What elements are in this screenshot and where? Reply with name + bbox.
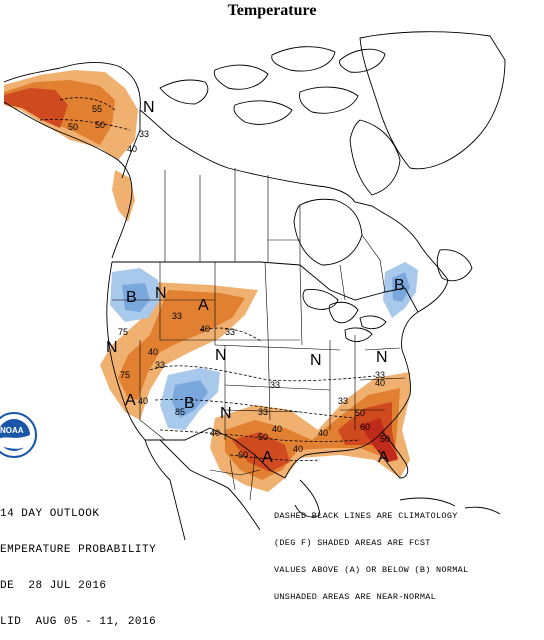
caption-line: DE 28 JUL 2016 [0,580,107,592]
contour-label: 40 [318,428,328,438]
label-midwest-n: N [310,352,322,369]
contour-label: 40 [138,396,148,406]
label-southwest-b: B [184,395,195,412]
noaa-logo: NOAA [0,412,37,458]
southwest-below-mid [172,380,208,418]
contour-label: 60 [238,450,248,460]
contour-label: 75 [118,327,128,337]
climatology-lines [39,97,376,461]
newengland-below-mid [392,272,410,302]
contour-label: 40 [200,324,210,334]
legend-line: (DEG F) SHADED AREAS ARE FCST [274,538,431,548]
south-above-high [232,432,290,472]
contour-label: 60 [360,422,370,432]
legend-line: DASHED BLACK LINES ARE CLIMATOLOGY [274,511,458,521]
label-southwest-a: A [125,392,136,409]
caption-line: LID AUG 05 - 11, 2016 [0,616,157,628]
label-east-n: N [376,349,388,366]
caption-line: 14 DAY OUTLOOK [0,508,100,520]
legend-note: DASHED BLACK LINES ARE CLIMATOLOGY (DEG … [274,494,468,611]
west-above-mid [118,290,245,400]
label-pnw-b: B [126,289,137,306]
label-newengland-b: B [394,277,405,294]
contour-label: 50 [355,408,365,418]
boundary-lines [3,31,506,541]
contour-label: 50 [95,120,105,130]
outlook-caption: 14 DAY OUTLOOK EMPERATURE PROBABILITY DE… [0,484,156,640]
label-westcoast-n: N [106,339,118,356]
contour-label: 33 [225,327,235,337]
contour-label: 50 [68,122,78,132]
contour-label: 50 [380,434,390,444]
contour-label: 33 [155,360,165,370]
florida-above-max [360,418,398,462]
outlook-map: N B N A N N N A B N N B A A 55 50 50 40 … [3,31,506,541]
contour-label: 50 [258,432,268,442]
contour-label: 33 [375,370,385,380]
label-southplains-n: N [220,405,232,422]
contour-label: 33 [270,380,280,390]
contour-label: 33 [338,396,348,406]
contour-label: 33 [139,129,149,139]
label-southeast-a: A [378,449,389,466]
contour-label: 40 [127,144,137,154]
contour-label: 75 [120,370,130,380]
contour-label: 40 [148,347,158,357]
page-title: Temperature [227,2,317,19]
alaska-above-high [4,88,68,128]
pnw-below-mid [122,283,150,312]
contour-label: 40 [293,444,303,454]
label-nw-n: N [155,285,167,302]
legend-line: VALUES ABOVE (A) OR BELOW (B) NORMAL [274,565,469,575]
contour-label: 40 [210,428,220,438]
legend-line: UNSHADED AREAS ARE NEAR-NORMAL [274,592,437,602]
contour-label: 40 [272,424,282,434]
contour-label: 33 [258,407,268,417]
contour-label: 33 [172,311,182,321]
noaa-logo-text: NOAA [0,426,24,435]
contour-label: 40 [375,378,385,388]
label-alaska-n: N [143,99,155,116]
label-rockies-a: A [198,297,209,314]
label-texas-a: A [262,449,273,466]
caption-line: EMPERATURE PROBABILITY [0,544,157,556]
contour-label: 55 [92,104,102,114]
label-plains-n: N [215,347,227,364]
contour-label: 85 [175,407,185,417]
